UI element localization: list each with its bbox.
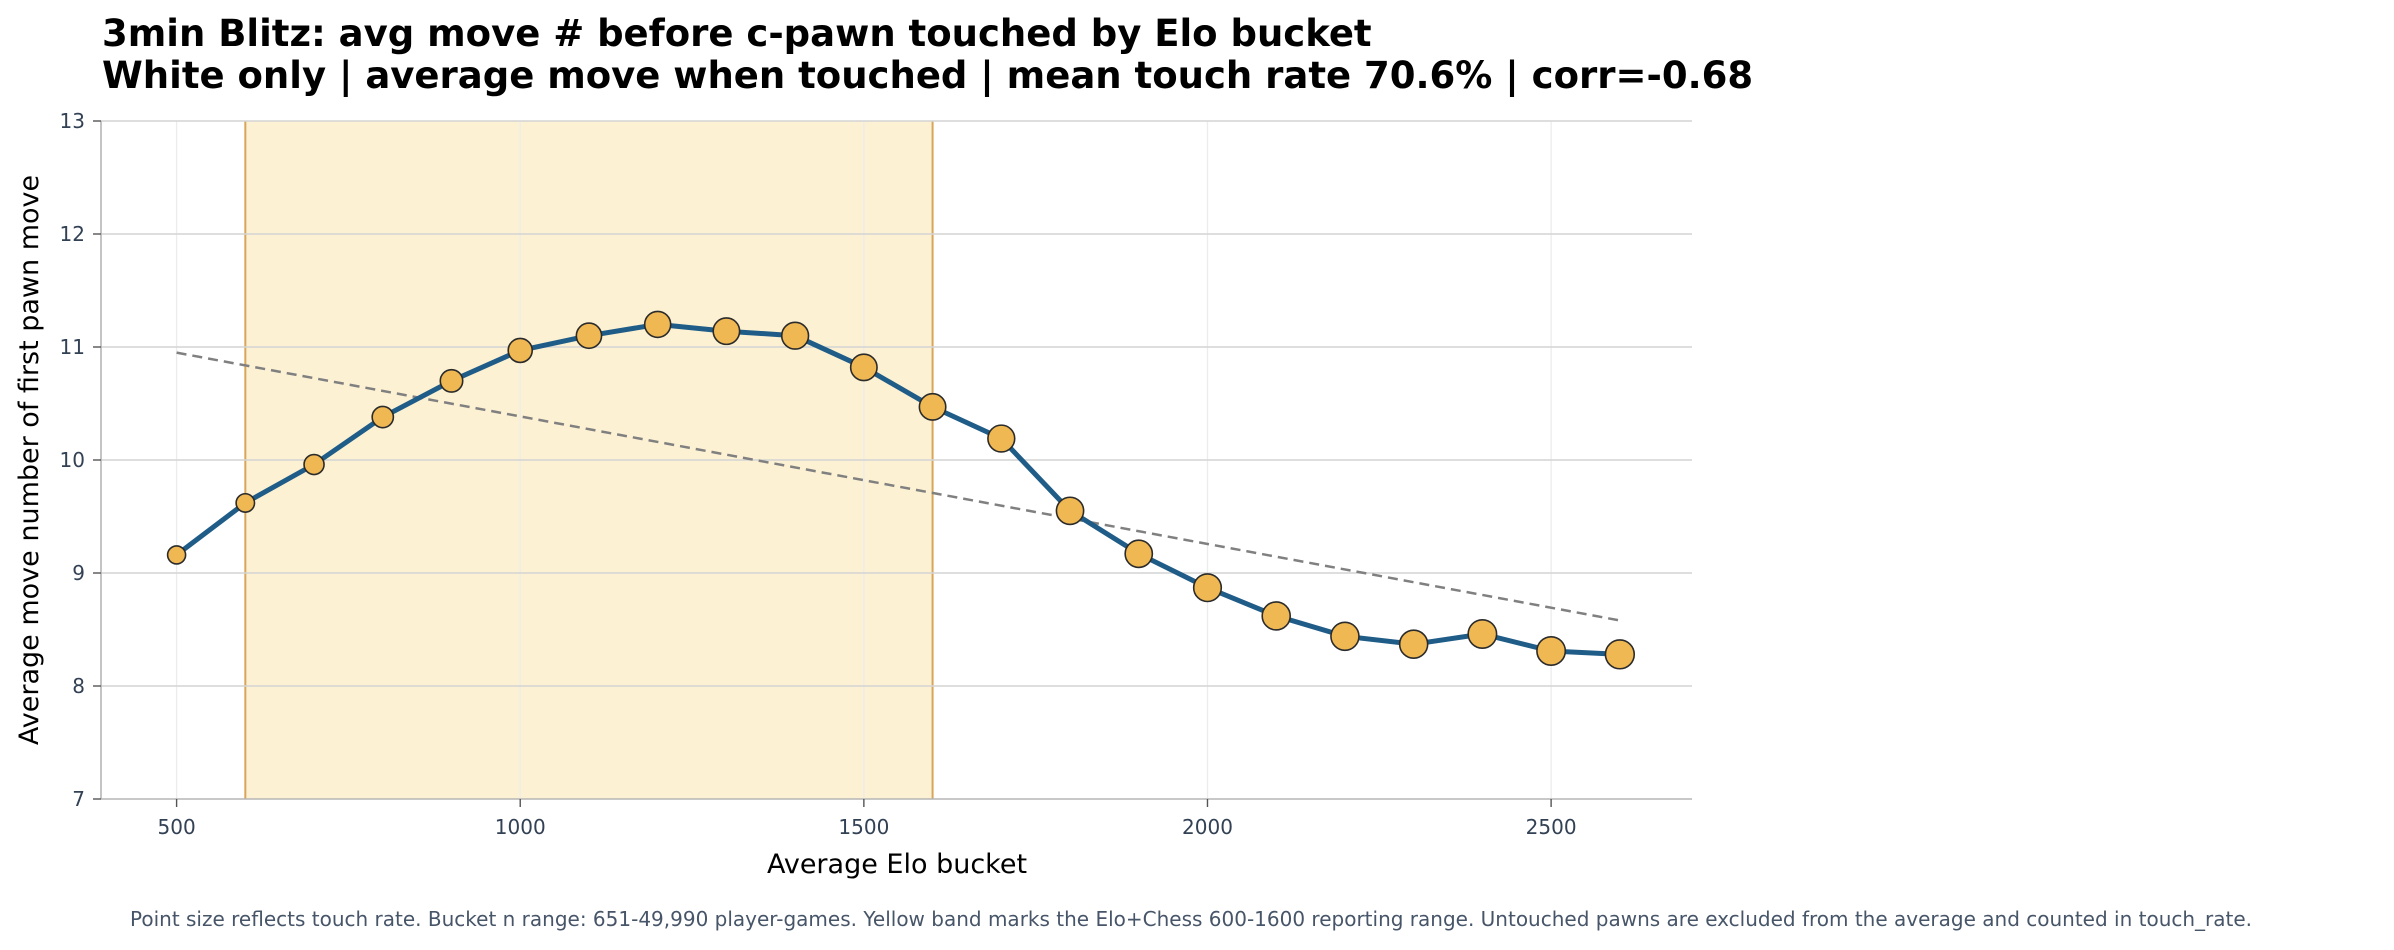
- data-point: [507, 337, 534, 364]
- data-point: [439, 368, 464, 393]
- data-point: [1055, 496, 1085, 526]
- data-point: [643, 310, 672, 339]
- data-point: [235, 492, 256, 513]
- y-axis-label: Average move number of first pawn move: [14, 175, 45, 745]
- data-point: [1330, 621, 1360, 652]
- y-tick-label: 7: [72, 787, 85, 811]
- data-point: [371, 405, 395, 429]
- data-point: [575, 322, 603, 350]
- data-point: [780, 321, 810, 350]
- x-tick-label: 1000: [495, 815, 546, 839]
- footnote: Point size reflects touch rate. Bucket n…: [130, 907, 2252, 931]
- y-tick-label: 13: [60, 109, 85, 133]
- data-point: [1192, 573, 1223, 603]
- data-point: [918, 392, 947, 421]
- y-tick-label: 10: [60, 448, 85, 472]
- data-point: [849, 353, 878, 382]
- chart-subtitle: White only | average move when touched |…: [102, 54, 1753, 97]
- x-tick-label: 2500: [1526, 815, 1577, 839]
- x-tick-label: 2000: [1182, 815, 1233, 839]
- y-tick-label: 12: [60, 222, 85, 246]
- data-point: [1536, 635, 1567, 666]
- data-point: [166, 545, 187, 565]
- data-point: [1261, 601, 1292, 631]
- y-tick-label: 8: [72, 674, 85, 698]
- data-point: [987, 424, 1016, 453]
- data-point: [1467, 619, 1498, 650]
- x-tick-label: 500: [158, 815, 196, 839]
- data-point: [1604, 639, 1636, 670]
- x-tick-label: 1500: [838, 815, 889, 839]
- chart-title: 3min Blitz: avg move # before c-pawn tou…: [102, 12, 1372, 55]
- y-tick-label: 9: [72, 561, 85, 585]
- data-point: [1398, 629, 1429, 659]
- plot-area: 500 1000 1500 2000 2500 7 8 9 10 11 12 13: [60, 109, 1692, 839]
- y-tick-label: 11: [60, 335, 85, 359]
- series-line: [174, 321, 1623, 657]
- x-axis-label: Average Elo bucket: [767, 849, 1027, 880]
- data-point: [1124, 539, 1154, 569]
- data-point: [712, 317, 741, 346]
- data-point: [303, 453, 325, 476]
